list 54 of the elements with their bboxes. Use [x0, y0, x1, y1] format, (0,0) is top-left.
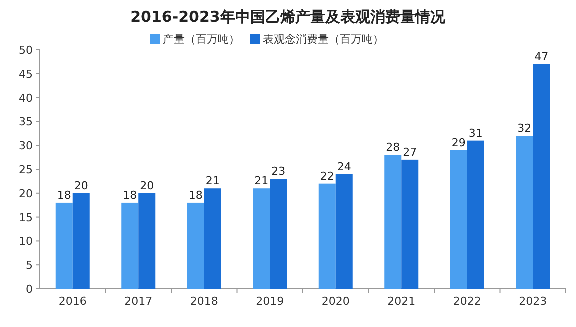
data-label: 27 [403, 146, 418, 159]
data-label: 18 [123, 188, 138, 202]
bar [187, 202, 204, 289]
data-label: 32 [518, 122, 532, 136]
bar [56, 202, 73, 289]
y-tick-label: 0 [26, 283, 33, 296]
y-tick-label: 20 [19, 187, 33, 200]
bar [450, 150, 468, 289]
data-label: 21 [254, 174, 269, 188]
y-tick-label: 45 [19, 68, 33, 81]
x-tick-label: 2017 [124, 295, 153, 308]
data-label: 22 [320, 170, 334, 183]
data-label: 20 [74, 179, 88, 192]
bar [516, 136, 534, 289]
x-tick-label: 2018 [190, 295, 218, 308]
y-tick-label: 25 [19, 164, 33, 176]
y-tick-label: 35 [19, 116, 33, 129]
data-label: 18 [188, 188, 203, 202]
x-tick-label: 2022 [453, 295, 482, 308]
bar [336, 174, 353, 289]
y-tick-label: 30 [19, 140, 33, 153]
y-tick-label: 5 [26, 259, 33, 272]
bar [402, 160, 419, 289]
x-tick-label: 2021 [388, 295, 416, 308]
data-label: 28 [386, 141, 400, 154]
bar [122, 202, 139, 289]
y-tick-label: 40 [19, 92, 33, 105]
x-tick-label: 2019 [256, 295, 284, 308]
x-tick-label: 2020 [322, 295, 350, 308]
bar [467, 140, 484, 289]
bar [533, 64, 550, 289]
bar [138, 193, 156, 289]
bar [72, 193, 90, 289]
x-tick-label: 2023 [519, 295, 548, 308]
bar [318, 184, 336, 289]
data-label: 24 [337, 160, 352, 174]
bar [384, 155, 402, 289]
bar [270, 179, 288, 289]
data-label: 31 [468, 126, 483, 140]
y-tick-label: 10 [19, 235, 33, 248]
y-tick-label: 50 [19, 44, 33, 57]
y-tick-label: 15 [19, 211, 33, 224]
data-label: 18 [57, 188, 72, 202]
bar [204, 188, 222, 289]
bar [253, 188, 270, 289]
legend-label: 产量（百万吨） [163, 33, 240, 46]
x-tick-label: 2016 [58, 295, 87, 308]
chart-title: 2016-2023年中国乙烯产量及表观消费量情况 [130, 8, 446, 26]
data-label: 47 [534, 50, 549, 64]
legend-label: 表观念消费量（百万吨） [263, 33, 384, 46]
data-label: 20 [140, 179, 154, 192]
data-label: 21 [206, 174, 220, 188]
data-label: 23 [272, 165, 286, 178]
data-label: 29 [452, 136, 466, 150]
